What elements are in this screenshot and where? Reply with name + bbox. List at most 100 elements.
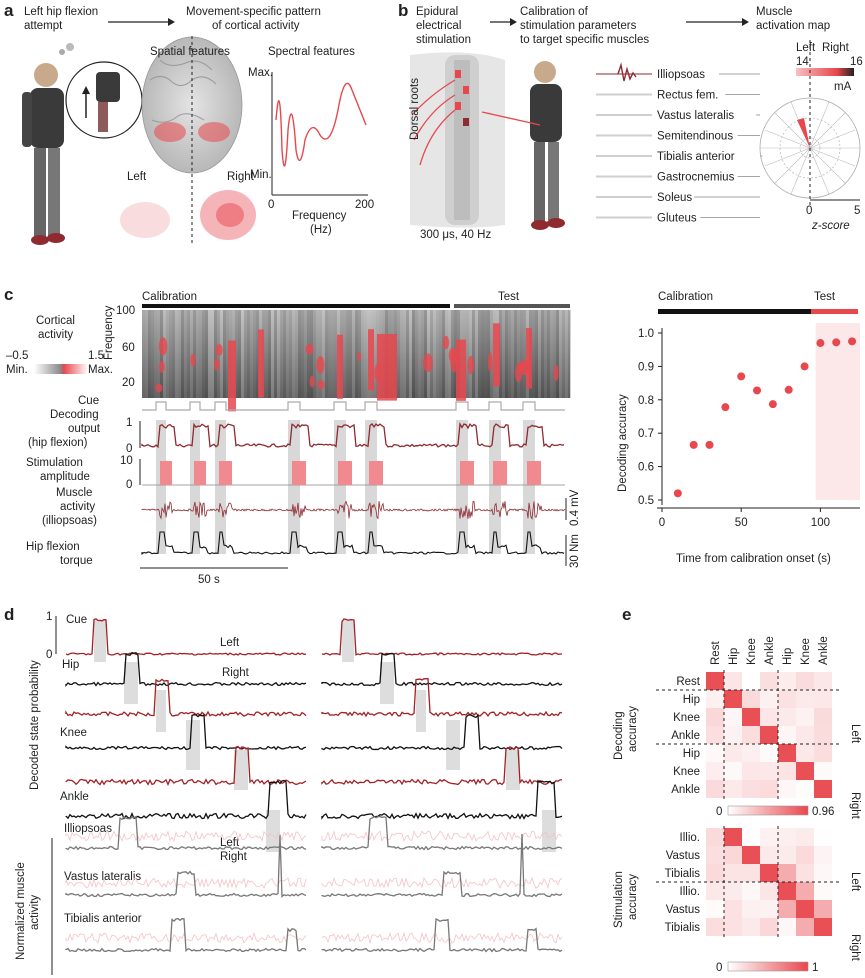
d-muscle-left-trace xyxy=(321,876,563,890)
a-attempt-line2: attempt xyxy=(24,20,63,32)
b-muscle-label: Gluteus xyxy=(657,213,697,225)
chart-ytick-label: 0.8 xyxy=(638,395,654,407)
c-spec-column xyxy=(172,310,175,398)
c-spec-column xyxy=(433,310,436,398)
c-spec-column xyxy=(187,310,190,398)
e-dec-cell xyxy=(814,744,832,762)
c-spec-column xyxy=(505,310,508,398)
e-stim-cell xyxy=(706,918,724,936)
e-dec-cell xyxy=(742,672,760,690)
e-dec-cell xyxy=(760,672,778,690)
chart-point xyxy=(784,385,793,394)
c-spec-column xyxy=(478,310,481,398)
e-stim-row-label: Vastus xyxy=(666,850,701,862)
panel-letter-a: a xyxy=(4,1,14,20)
c-decoding-trace xyxy=(141,422,565,449)
c-spec-column xyxy=(469,310,472,398)
d-right: Right xyxy=(222,667,250,679)
b-arrow2-head xyxy=(742,18,749,26)
c-stim-block xyxy=(160,461,172,485)
a-arrow-head xyxy=(168,18,175,26)
e-stim-cell xyxy=(706,864,724,882)
c-cmax2: Max. xyxy=(88,364,113,376)
c-torque-1: Hip flexion xyxy=(26,541,80,553)
c-spec-column xyxy=(481,310,484,398)
c-spec-column xyxy=(424,310,427,398)
e-stim-cell xyxy=(796,828,814,846)
c-spec-column xyxy=(226,310,229,398)
a-spatial-title: Spatial features xyxy=(150,46,230,58)
c-dec-1: 1 xyxy=(126,417,132,429)
e-stim-row-label: Illio. xyxy=(680,832,700,844)
e-stim-cell xyxy=(814,900,832,918)
e-dec-row-label: Ankle xyxy=(671,784,700,796)
chart-point xyxy=(832,338,841,347)
e-stim-cell xyxy=(742,900,760,918)
b-arrow1-head xyxy=(510,18,517,26)
c-stim-10: 10 xyxy=(120,455,133,467)
c-spec-column xyxy=(421,310,424,398)
c-test-bar xyxy=(454,304,570,308)
c-spec-column xyxy=(286,310,289,398)
c-colorbar xyxy=(34,364,88,374)
c-spec-spot xyxy=(317,380,325,390)
e-dec-cell xyxy=(796,762,814,780)
c-spec-spot xyxy=(305,343,314,355)
c-spec-column xyxy=(277,310,280,398)
c-cmax: 1.5 xyxy=(88,350,104,362)
e-col-label: Hip xyxy=(728,648,740,665)
d-cue-band xyxy=(446,720,460,770)
b-ma-14: 14 xyxy=(796,56,809,68)
e-stim-row-label: Tibialis xyxy=(665,922,701,934)
c-spec-highlight xyxy=(228,340,236,412)
b-muscle-label: Vastus lateralis xyxy=(657,110,734,122)
e-dec-cell xyxy=(742,708,760,726)
c-cue-band xyxy=(288,420,300,554)
c-freq-axis: Frequency xyxy=(103,305,115,360)
e-dec-cell xyxy=(760,708,778,726)
c-cmin: –0.5 xyxy=(6,350,28,362)
e-right1: Right xyxy=(849,792,861,820)
b-calib-2: stimulation parameters xyxy=(520,20,637,32)
e-stim-cell xyxy=(796,918,814,936)
d-cue-band xyxy=(266,810,280,852)
d-cue-trace xyxy=(65,618,307,656)
e-cb2-min: 0 xyxy=(716,962,722,974)
c-spec-column xyxy=(238,310,241,398)
panel-letter-b: b xyxy=(398,1,408,20)
e-dec-cell xyxy=(778,690,796,708)
c-spec-column xyxy=(181,310,184,398)
c-spec-column xyxy=(550,310,553,398)
c-spec-spot xyxy=(553,364,559,382)
d-muscle-right-trace xyxy=(321,918,563,953)
d-knee-left-trace xyxy=(321,746,563,786)
c-spec-column xyxy=(289,310,292,398)
b-muscle-label: Tibialis anterior xyxy=(657,151,735,163)
c-spec-spot xyxy=(159,360,165,373)
c-spec-column xyxy=(244,310,247,398)
c-spec-spot xyxy=(214,357,220,371)
chart-xtick-label: 100 xyxy=(811,517,830,529)
c-spec-spot xyxy=(487,352,493,372)
e-colorbar2 xyxy=(727,961,809,972)
a-attempt-line1: Left hip flexion xyxy=(24,6,98,18)
a-spectral-curve xyxy=(275,82,367,167)
c-spec-column xyxy=(373,310,376,398)
e-dec-cell xyxy=(742,726,760,744)
a-left-label: Left xyxy=(127,171,147,183)
c-cue-band xyxy=(334,420,346,554)
e-dec-cell xyxy=(814,708,832,726)
a-pattern-line1: Movement-specific pattern xyxy=(186,6,321,18)
b-calib-1: Calibration of xyxy=(520,6,589,18)
c-muscle-2: activity xyxy=(60,501,95,513)
e-dec-cell xyxy=(742,780,760,798)
c-spec-column xyxy=(223,310,226,398)
c-spec-column xyxy=(154,310,157,398)
c-spec-column xyxy=(256,310,259,398)
d-joint-ankle: Ankle xyxy=(60,791,89,803)
c-spec-column xyxy=(253,310,256,398)
a-person-illustration xyxy=(22,43,143,245)
b-z-label: z-score xyxy=(811,220,850,232)
e-dec-cell xyxy=(814,690,832,708)
e-stim-cell xyxy=(724,846,742,864)
